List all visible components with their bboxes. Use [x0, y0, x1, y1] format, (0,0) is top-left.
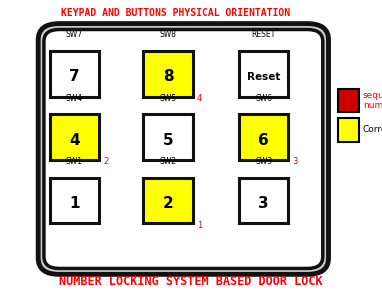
Text: Correct: Correct: [363, 125, 382, 134]
Text: 1: 1: [69, 196, 80, 211]
Text: 2: 2: [103, 157, 108, 166]
Text: 2: 2: [163, 196, 173, 211]
Text: SW3: SW3: [255, 157, 272, 166]
FancyBboxPatch shape: [44, 30, 323, 268]
Text: 3: 3: [258, 196, 269, 211]
Text: SW4: SW4: [66, 94, 83, 103]
Text: KEYPAD AND BUTTONS PHYSICAL ORIENTATION: KEYPAD AND BUTTONS PHYSICAL ORIENTATION: [61, 8, 290, 18]
Text: SW7: SW7: [66, 30, 83, 39]
FancyBboxPatch shape: [38, 24, 329, 274]
Bar: [338, 118, 359, 142]
FancyBboxPatch shape: [50, 178, 99, 224]
Text: SW1: SW1: [66, 157, 83, 166]
Text: NUMBER LOCKING SYSTEM BASED DOOR LOCK: NUMBER LOCKING SYSTEM BASED DOOR LOCK: [59, 275, 323, 288]
Text: 7: 7: [69, 69, 80, 84]
Text: 4: 4: [69, 133, 80, 148]
FancyBboxPatch shape: [143, 51, 193, 97]
Text: 3: 3: [292, 157, 298, 166]
FancyBboxPatch shape: [143, 114, 193, 160]
FancyBboxPatch shape: [239, 178, 288, 224]
Text: SW2: SW2: [160, 157, 176, 166]
Text: SW6: SW6: [255, 94, 272, 103]
Text: 5: 5: [163, 133, 173, 148]
Bar: [338, 88, 359, 112]
Text: Reset: Reset: [247, 72, 280, 82]
FancyBboxPatch shape: [50, 51, 99, 97]
Text: SW8: SW8: [160, 30, 176, 39]
FancyBboxPatch shape: [239, 51, 288, 97]
Text: SW5: SW5: [160, 94, 176, 103]
Text: 6: 6: [258, 133, 269, 148]
Text: 1: 1: [197, 221, 202, 230]
FancyBboxPatch shape: [239, 114, 288, 160]
Text: 4: 4: [197, 94, 202, 103]
Text: sequence
number: sequence number: [363, 91, 382, 110]
FancyBboxPatch shape: [50, 114, 99, 160]
Text: 8: 8: [163, 69, 173, 84]
Text: RESET: RESET: [251, 30, 276, 39]
FancyBboxPatch shape: [143, 178, 193, 224]
